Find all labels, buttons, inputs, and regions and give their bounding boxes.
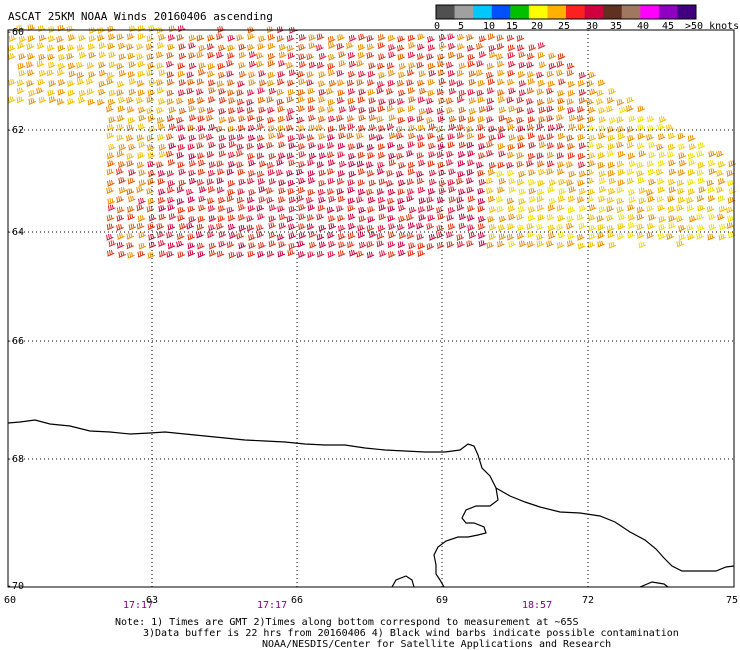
- lat-label: -60: [6, 27, 25, 38]
- legend-swatch: [473, 5, 493, 19]
- note-line-2: 3)Data buffer is 22 hrs from 20160406 4)…: [143, 628, 679, 639]
- time-label: 17:17: [123, 600, 154, 611]
- legend-label: 15: [506, 21, 519, 32]
- legend-label: 5: [458, 21, 465, 32]
- lon-label: 72: [582, 595, 595, 606]
- legend-swatch: [566, 5, 585, 19]
- legend-label: 25: [558, 21, 571, 32]
- wind-barb-group: [106, 26, 587, 231]
- legend-swatch: [603, 5, 623, 19]
- lat-label: -70: [6, 581, 25, 592]
- lat-label: -64: [6, 227, 25, 238]
- coastline-east: [495, 487, 735, 572]
- legend-label: 40: [637, 21, 650, 32]
- legend-swatch: [510, 5, 530, 19]
- wind-barb-group: [106, 25, 587, 259]
- wind-barb-group: [157, 134, 487, 259]
- legend-swatch: [454, 5, 474, 19]
- legend-swatch: [436, 5, 455, 19]
- legend-frame: [435, 4, 697, 20]
- lat-label: -62: [6, 125, 25, 136]
- speed-legend: [435, 4, 697, 20]
- legend-swatch: [584, 5, 604, 19]
- lon-label: 69: [436, 595, 449, 606]
- note-line-1: Note: 1) Times are GMT 2)Times along bot…: [115, 617, 579, 628]
- legend-swatch: [491, 5, 511, 19]
- legend-label: 45: [662, 21, 675, 32]
- time-label: 17:17: [257, 600, 288, 611]
- legend-label: 20: [531, 21, 544, 32]
- legend-swatch: [547, 5, 567, 19]
- wind-barb-group: [106, 26, 586, 259]
- legend-swatch: [528, 5, 548, 19]
- lon-label: 60: [4, 595, 17, 606]
- coastline: [7, 419, 499, 588]
- legend-label: 30: [586, 21, 599, 32]
- note-line-3: NOAA/NESDIS/Center for Satellite Applica…: [262, 639, 612, 650]
- map-title: ASCAT 25KM NOAA Winds 20160406 ascending: [8, 10, 273, 23]
- island-coast: [391, 575, 415, 588]
- legend-swatch: [658, 5, 678, 19]
- wind-barb-group: [496, 106, 737, 249]
- legend-label: 35: [610, 21, 623, 32]
- legend-swatch: [621, 5, 641, 19]
- lat-label: -66: [6, 336, 25, 347]
- wind-barb-group: [17, 24, 737, 259]
- legend-swatch: [640, 5, 660, 19]
- legend-label: >50 knots: [685, 21, 740, 32]
- lon-label: 63: [146, 595, 159, 606]
- legend-label: 0: [434, 21, 441, 32]
- legend-swatch: [677, 5, 697, 19]
- wind-barb-group: [7, 24, 734, 250]
- lon-label: 66: [291, 595, 304, 606]
- coast-tail: [639, 581, 669, 588]
- time-label: 18:57: [522, 600, 553, 611]
- map-frame: [7, 29, 735, 588]
- wind-barbs: [7, 24, 737, 259]
- lat-lon-grid: [8, 30, 734, 587]
- lon-label: 75: [726, 595, 739, 606]
- lat-label: -68: [6, 454, 25, 465]
- legend-label: 10: [483, 21, 496, 32]
